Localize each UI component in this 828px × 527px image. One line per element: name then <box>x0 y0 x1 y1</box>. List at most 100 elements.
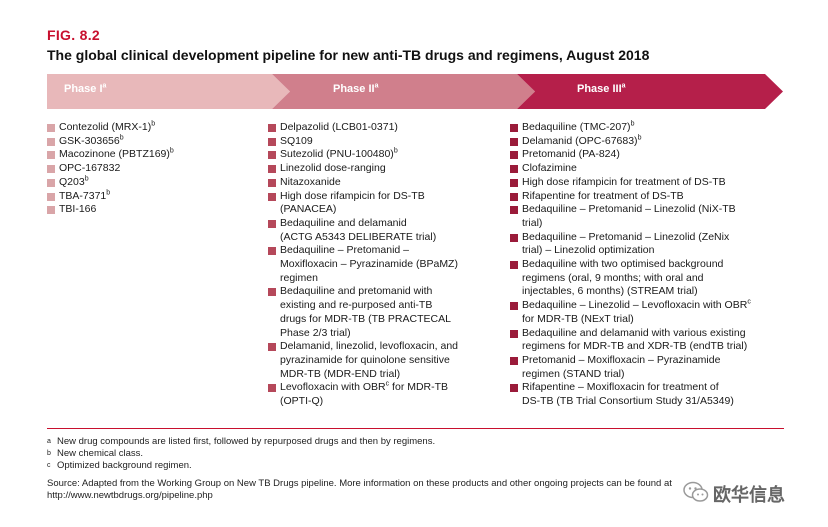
item-line: drugs for MDR-TB (TB PRACTECAL <box>280 312 451 325</box>
pipeline-item: Rifapentine for treatment of DS-TB <box>510 190 795 204</box>
pipeline-item: GSK-303656b <box>47 134 247 149</box>
footnote-a: a New drug compounds are listed first, fo… <box>47 436 436 447</box>
pipeline-item: Bedaquiline – Linezolid – Levofloxacin w… <box>510 299 795 326</box>
item-line: Q203b <box>59 175 89 188</box>
source-note: Source: Adapted from the Working Group o… <box>47 478 672 502</box>
pipeline-item: Bedaquiline (TMC-207)b <box>510 121 795 135</box>
bullet-square <box>268 219 276 228</box>
pipeline-item: OPC-167832 <box>47 162 247 176</box>
phase-1-label: Phase Ia <box>64 82 107 95</box>
item-line: Clofazimine <box>522 162 577 175</box>
bullet-square <box>510 302 518 311</box>
item-line: (ACTG A5343 DELIBERATE trial) <box>280 230 437 243</box>
item-line: Linezolid dose-ranging <box>280 162 386 175</box>
item-line: Bedaquiline and delamanid with various e… <box>522 326 746 339</box>
phase-3-arrow <box>517 74 783 109</box>
bullet-square <box>47 124 55 132</box>
phase-2-label: Phase IIa <box>333 82 379 95</box>
bullet-square <box>510 329 518 338</box>
item-line: Moxifloxacin – Pyrazinamide (BPaMZ) <box>280 258 458 271</box>
pipeline-item: High dose rifampicin for treatment of DS… <box>510 176 795 190</box>
item-line: Delamanid, linezolid, levofloxacin, and <box>280 340 459 353</box>
source-line-1: Source: Adapted from the Working Group o… <box>47 478 672 489</box>
bullet-square <box>510 356 518 365</box>
item-line: pyrazinamide for quinolone sensitive <box>280 353 450 366</box>
watermark: 欧华信息 <box>683 478 823 508</box>
item-line: TBI-166 <box>59 203 97 216</box>
item-line: Bedaquiline and pretomanid with <box>280 285 433 298</box>
pipeline-item: Delamanid, linezolid, levofloxacin, and p… <box>268 340 493 381</box>
item-line: DS-TB (TB Trial Consortium Study 31/A534… <box>522 395 734 408</box>
item-line: Delamanid (OPC-67683)b <box>522 134 642 147</box>
pipeline-item: Levofloxacin with OBRc for MDR-TB (OPTI-Q… <box>268 381 493 408</box>
item-line: regimens for MDR-TB and XDR-TB (endTB tr… <box>522 340 748 353</box>
pipeline-item: Bedaquiline – Pretomanid – Linezolid (Ze… <box>510 231 795 258</box>
item-line: (OPTI-Q) <box>280 395 324 408</box>
item-line: (PANACEA) <box>280 203 337 216</box>
item-line: Bedaquiline and delamanid <box>280 216 407 229</box>
bullet-square <box>268 384 276 393</box>
pipeline-item: Pretomanid – Moxifloxacin – Pyrazinamide… <box>510 354 795 381</box>
bullet-square <box>268 137 276 146</box>
phase-3-list: Bedaquiline (TMC-207)b Delamanid (OPC-676… <box>510 121 795 409</box>
bullet-square <box>268 288 276 297</box>
phase-2-list: Delpazolid (LCB01-0371) SQ109 Sutezolid (P… <box>268 121 493 409</box>
source-link[interactable]: http://www.newtbdrugs.org/pipeline.php <box>47 490 213 501</box>
phase-1-list: Contezolid (MRX-1)b GSK-303656b Macozinone… <box>47 121 247 217</box>
item-line: Pretomanid – Moxifloxacin – Pyrazinamide <box>522 353 721 366</box>
figure-title: The global clinical development pipeline… <box>47 47 650 63</box>
item-line: Levofloxacin with OBRc for MDR-TB <box>280 380 449 394</box>
item-line: Bedaquiline – Pretomanid – Linezolid (Ze… <box>522 230 730 243</box>
item-line: Bedaquiline – Linezolid – Levofloxacin w… <box>522 298 751 312</box>
footnotes: a New drug compounds are listed first, fo… <box>47 436 435 472</box>
pipeline-item: Bedaquiline and delamanid (ACTG A5343 DEL… <box>268 217 493 244</box>
bullet-square <box>510 137 518 146</box>
item-line: Nitazoxanide <box>280 175 341 188</box>
phase-3-label: Phase IIIa <box>577 82 626 95</box>
item-line: GSK-303656b <box>59 134 124 147</box>
bullet-square <box>268 178 276 187</box>
bullet-square <box>510 206 518 215</box>
bullet-square <box>268 124 276 132</box>
pipeline-item: Delamanid (OPC-67683)b <box>510 134 795 149</box>
item-line: regimen (STAND trial) <box>522 367 625 380</box>
item-line: Sutezolid (PNU-100480)b <box>280 147 398 161</box>
item-line: Contezolid (MRX-1)b <box>59 120 156 134</box>
item-line: Rifapentine for treatment of DS-TB <box>522 189 684 202</box>
pipeline-item: Nitazoxanide <box>268 176 493 190</box>
bullet-square <box>268 165 276 174</box>
bullet-square <box>47 206 55 215</box>
bullet-square <box>47 178 55 187</box>
item-line: Bedaquiline – Pretomanid – <box>280 244 410 257</box>
item-line: existing and re-purposed anti-TB <box>280 299 433 312</box>
item-line: Bedaquiline (TMC-207)b <box>522 120 635 134</box>
item-line: Bedaquiline – Pretomanid – Linezolid (Ni… <box>522 203 736 216</box>
pipeline-item: Linezolid dose-ranging <box>268 162 493 176</box>
bullet-square <box>510 384 518 393</box>
item-line: Pretomanid (PA-824) <box>522 148 620 161</box>
bullet-square <box>510 233 518 242</box>
pipeline-item: Bedaquiline – Pretomanid – Linezolid (Ni… <box>510 203 795 230</box>
pipeline-item: Bedaquiline and pretomanid with existing … <box>268 285 493 340</box>
bullet-square <box>47 137 55 146</box>
bullet-square <box>510 261 518 270</box>
pipeline-item: Sutezolid (PNU-100480)b <box>268 148 493 162</box>
item-line: OPC-167832 <box>59 162 121 175</box>
bullet-square <box>268 343 276 352</box>
bullet-square <box>47 192 55 201</box>
pipeline-item: Bedaquiline and delamanid with various e… <box>510 327 795 354</box>
item-line: trial) – Linezolid optimization <box>522 244 655 257</box>
pipeline-item: TBI-166 <box>47 203 247 217</box>
pipeline-item: Delpazolid (LCB01-0371) <box>268 121 493 135</box>
pipeline-item: Bedaquiline – Pretomanid – Moxifloxacin –… <box>268 244 493 285</box>
bullet-square <box>47 151 55 160</box>
pipeline-item: Rifapentine – Moxifloxacin for treatment… <box>510 381 795 408</box>
phase-1-arrow <box>47 74 290 109</box>
pipeline-item: High dose rifampicin for DS-TB (PANACEA) <box>268 190 493 217</box>
pipeline-item: Clofazimine <box>510 162 795 176</box>
item-line: Macozinone (PBTZ169)b <box>59 147 174 161</box>
pipeline-item: Q203b <box>47 175 247 190</box>
pipeline-item: Macozinone (PBTZ169)b <box>47 148 247 162</box>
item-line: MDR-TB (MDR-END trial) <box>280 367 401 380</box>
